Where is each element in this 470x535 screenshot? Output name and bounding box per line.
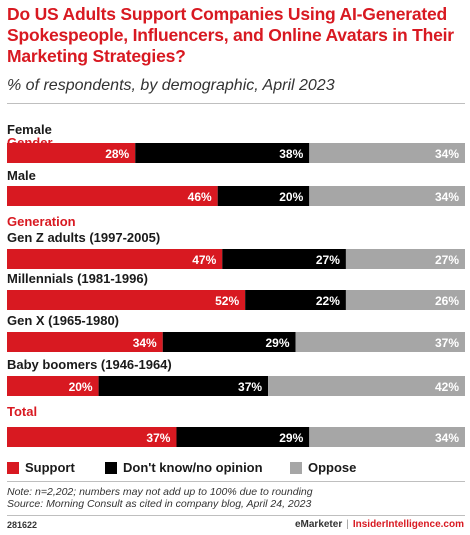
bar-gen-z-adults-oppose xyxy=(345,249,465,269)
bar-female-don-t-know-no-opinion xyxy=(135,143,310,163)
value-label-female-support: 28% xyxy=(105,147,129,161)
bottom-divider xyxy=(7,515,465,516)
value-label-male-oppose: 34% xyxy=(435,190,459,204)
value-label-total-don-t-know-no-opinion: 29% xyxy=(279,431,303,445)
bar-gen-x-oppose xyxy=(295,332,465,352)
row-label-male: Male xyxy=(7,168,36,183)
group-label-generation: Generation xyxy=(7,214,76,229)
chart-source: Source: Morning Consult as cited in comp… xyxy=(7,498,312,510)
legend-swatch-dont-know xyxy=(105,461,117,474)
bar-male-support xyxy=(7,186,218,206)
bar-female-support xyxy=(7,143,136,163)
brand-site: InsiderIntelligence.com xyxy=(352,519,464,530)
bar-millennials-oppose xyxy=(345,290,465,310)
value-label-baby-boomers-don-t-know-no-opinion: 37% xyxy=(238,380,262,394)
value-label-millennials-oppose: 26% xyxy=(435,294,459,308)
legend-label-oppose: Oppose xyxy=(308,460,357,475)
bar-baby-boomers-oppose xyxy=(268,376,465,396)
bar-millennials-don-t-know-no-opinion xyxy=(245,290,346,310)
bar-baby-boomers-support xyxy=(7,376,99,396)
bar-male-oppose xyxy=(309,186,465,206)
legend-item-dont-know: Don't know/no opinion xyxy=(105,460,263,475)
header-divider xyxy=(7,103,465,104)
chart-id: 281622 xyxy=(7,520,38,530)
bar-total-don-t-know-no-opinion xyxy=(176,427,310,447)
brand-separator: | xyxy=(346,519,349,530)
value-label-total-support: 37% xyxy=(146,431,170,445)
value-label-male-support: 46% xyxy=(188,190,212,204)
row-label-baby-boomers: Baby boomers (1946-1964) xyxy=(7,357,172,372)
bar-gen-x-don-t-know-no-opinion xyxy=(162,332,296,352)
row-label-millennials: Millennials (1981-1996) xyxy=(7,271,148,286)
legend-label-support: Support xyxy=(25,460,75,475)
legend-swatch-oppose xyxy=(290,461,302,474)
bar-gen-z-adults-support xyxy=(7,249,223,269)
legend: Support Don't know/no opinion Oppose xyxy=(7,460,467,475)
value-label-millennials-don-t-know-no-opinion: 22% xyxy=(316,294,340,308)
bar-gen-z-adults-don-t-know-no-opinion xyxy=(222,249,346,269)
group-label-total: Total xyxy=(7,404,37,419)
bar-millennials-support xyxy=(7,290,246,310)
footer-brand: eMarketer | InsiderIntelligence.com xyxy=(295,519,464,530)
bar-total-support xyxy=(7,427,177,447)
bar-baby-boomers-don-t-know-no-opinion xyxy=(98,376,269,396)
chart-note: Note: n=2,202; numbers may not add up to… xyxy=(7,486,313,498)
brand-emarketer: eMarketer xyxy=(294,519,343,530)
value-label-male-don-t-know-no-opinion: 20% xyxy=(279,190,303,204)
row-label-gen-x: Gen X (1965-1980) xyxy=(7,313,119,328)
legend-item-oppose: Oppose xyxy=(290,460,356,475)
row-label-female: Female xyxy=(7,122,52,137)
bar-male-don-t-know-no-opinion xyxy=(217,186,310,206)
bar-female-oppose xyxy=(309,143,465,163)
value-label-gen-z-adults-support: 47% xyxy=(192,253,216,267)
row-label-gen-z-adults: Gen Z adults (1997-2005) xyxy=(7,230,160,245)
value-label-gen-z-adults-don-t-know-no-opinion: 27% xyxy=(316,253,340,267)
value-label-female-oppose: 34% xyxy=(435,147,459,161)
value-label-gen-x-oppose: 37% xyxy=(435,336,459,350)
bar-total-oppose xyxy=(309,427,465,447)
footer-divider xyxy=(7,481,465,482)
value-label-baby-boomers-oppose: 42% xyxy=(435,380,459,394)
value-label-female-don-t-know-no-opinion: 38% xyxy=(279,147,303,161)
legend-item-support: Support xyxy=(7,460,75,475)
value-label-gen-z-adults-oppose: 27% xyxy=(435,253,459,267)
legend-label-dont-know: Don't know/no opinion xyxy=(123,460,263,475)
value-label-gen-x-support: 34% xyxy=(133,336,157,350)
value-label-total-oppose: 34% xyxy=(435,431,459,445)
legend-swatch-support xyxy=(7,461,19,474)
value-label-gen-x-don-t-know-no-opinion: 29% xyxy=(266,336,290,350)
value-label-millennials-support: 52% xyxy=(215,294,239,308)
chart-subtitle: % of respondents, by demographic, April … xyxy=(7,77,335,94)
bar-gen-x-support xyxy=(7,332,163,352)
value-label-baby-boomers-support: 20% xyxy=(69,380,93,394)
chart-title: Do US Adults Support Companies Using AI-… xyxy=(7,4,454,66)
